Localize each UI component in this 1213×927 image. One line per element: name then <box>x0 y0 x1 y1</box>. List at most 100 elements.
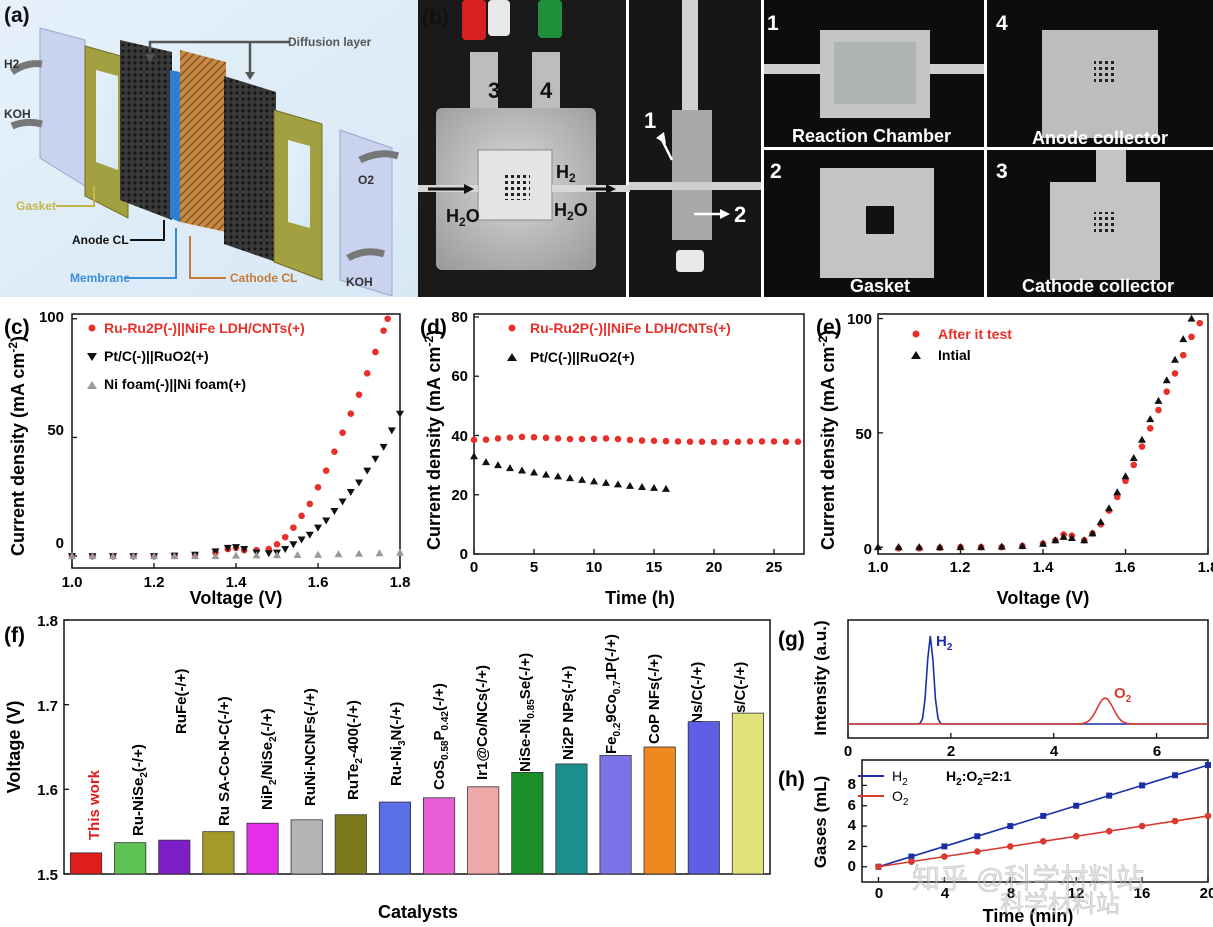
data-point-series-1 <box>1162 376 1171 384</box>
data-point-series-1 <box>211 548 220 556</box>
data-point-series-1 <box>915 543 924 551</box>
x-tick-label: 16 <box>1134 885 1151 902</box>
y-tick-label: 0 <box>848 858 856 875</box>
x-axis-label-d: Time (h) <box>605 588 675 608</box>
data-point-series-1 <box>1067 534 1076 541</box>
legend-label: Ru-Ru2P(-)||NiFe LDH/CNTs(+) <box>104 320 305 336</box>
data-point-series-0 <box>1171 370 1179 377</box>
x-tick-label: 0 <box>844 743 852 760</box>
x-ticks-g: 0 2 4 6 <box>844 743 1161 760</box>
category-label: Ru SA-Co-N-C(-/+) <box>216 696 233 826</box>
category-label: NiP2/NiSe2(-/+) <box>259 708 279 810</box>
data-point-series-1 <box>638 483 646 491</box>
data-point-series-2 <box>129 552 138 560</box>
data-point-series-2 <box>314 550 322 558</box>
y-axis-label-f: Voltage (V) <box>4 701 24 794</box>
data-point-series-2 <box>355 549 363 557</box>
data-point-series-2 <box>170 552 179 560</box>
x-tick-label: 1.2 <box>144 574 165 591</box>
data-point-series-2 <box>273 551 281 559</box>
data-point-series-1 <box>363 467 372 475</box>
data-point-series-0 <box>770 438 778 445</box>
y-axis-label-h: Gases (mL) <box>811 776 830 869</box>
data-point-series-1 <box>874 543 882 551</box>
data-point-series-0 <box>1196 319 1204 327</box>
data-point-series-1 <box>530 468 538 476</box>
data-point-series-1 <box>371 455 380 463</box>
data-point-series-1 <box>1088 529 1097 537</box>
legend-c: Ru-Ru2P(-)||NiFe LDH/CNTs(+) Pt/C(-)||Ru… <box>87 320 305 392</box>
data-point-series-1 <box>355 479 363 487</box>
data-point-series-0 <box>734 438 742 446</box>
label-cathode-cl: Cathode CL <box>230 271 297 285</box>
data-point-series-2 <box>375 549 384 557</box>
data-point-series-0 <box>566 435 574 443</box>
data-point-series-1 <box>494 461 502 469</box>
bar <box>555 763 588 875</box>
legend-label: Intial <box>938 347 971 363</box>
data-point-series-0 <box>758 438 766 445</box>
category-label: RuTe2-400(-/+) <box>345 700 365 800</box>
data-point-series-2 <box>293 550 302 558</box>
marks-c <box>68 315 404 568</box>
y-tick-label: 40 <box>451 428 468 445</box>
y-tick-label: 80 <box>451 309 468 326</box>
data-point-o2 <box>1006 843 1014 850</box>
tile-number-3: 3 <box>996 160 1008 183</box>
data-point-series-1 <box>650 483 658 491</box>
category-label: RuNi-NCNFs(-/+) <box>302 688 319 806</box>
data-point-series-1 <box>330 508 339 516</box>
x-ticks-h: 0 4 8 12 16 20 <box>875 885 1213 902</box>
data-point-o2 <box>1171 817 1179 825</box>
y-axis-label-c: Current density (mA cm-2) <box>6 336 28 556</box>
data-point-series-2 <box>232 551 240 559</box>
label-koh-right: KOH <box>346 275 373 289</box>
watermark: 知乎 @科学材料站 科学材料站 <box>912 863 1145 919</box>
data-point-series-0 <box>794 438 802 446</box>
data-point-series-2 <box>150 552 158 560</box>
category-label: Ru-NiSe2(-/+) <box>130 744 150 836</box>
data-point-series-0 <box>363 370 371 377</box>
data-point-series-2 <box>252 551 261 559</box>
tile-number-1: 1 <box>767 12 779 35</box>
y-axis-label-g: Intensity (a.u.) <box>811 620 830 735</box>
data-point-o2 <box>1105 827 1113 835</box>
panel-h-chart: 0 4 8 12 16 20 0 2 4 6 8 Time (min) Gase… <box>778 759 1213 926</box>
y-tick-label: 50 <box>855 426 872 443</box>
data-point-series-1 <box>232 544 240 552</box>
data-point-series-1 <box>1051 536 1060 544</box>
data-point-series-0 <box>494 435 502 442</box>
arrow-label-1: 1 <box>644 108 656 133</box>
x-axis-label-e: Voltage (V) <box>997 588 1090 608</box>
marks-f <box>64 619 764 875</box>
bar <box>202 831 235 875</box>
data-point-series-1 <box>1059 532 1068 540</box>
bar <box>334 814 367 875</box>
data-point-series-0 <box>674 438 682 445</box>
legend-marker <box>507 353 517 361</box>
data-point-series-0 <box>372 348 379 356</box>
y-tick-label: 0 <box>56 535 64 552</box>
data-point-series-0 <box>1155 406 1162 414</box>
data-point-series-1 <box>1146 415 1155 423</box>
data-point-series-1 <box>338 498 347 506</box>
data-point-series-0 <box>1163 388 1171 396</box>
data-point-h2 <box>941 843 948 850</box>
y-axis-label-e: Current density (mA cm-2) <box>816 330 838 550</box>
data-point-series-1 <box>1154 396 1163 404</box>
panel-letter-c: (c) <box>4 316 30 339</box>
data-point-series-0 <box>273 540 281 548</box>
marks-d <box>470 316 802 555</box>
data-point-series-0 <box>710 438 718 446</box>
y-tick-label: 1.7 <box>37 698 58 715</box>
data-point-series-1 <box>240 546 249 554</box>
y-ticks-c: 0 50 100 <box>39 309 64 552</box>
x-tick-label: 12 <box>1068 885 1085 902</box>
data-point-series-1 <box>1096 518 1105 525</box>
bar <box>687 721 720 875</box>
clip-label-3: 3 <box>488 78 500 103</box>
y-ticks-h: 0 2 4 6 8 <box>848 776 857 875</box>
category-label: Ru-Ni3N(-/+) <box>388 702 408 786</box>
tile-number-2: 2 <box>770 160 782 183</box>
